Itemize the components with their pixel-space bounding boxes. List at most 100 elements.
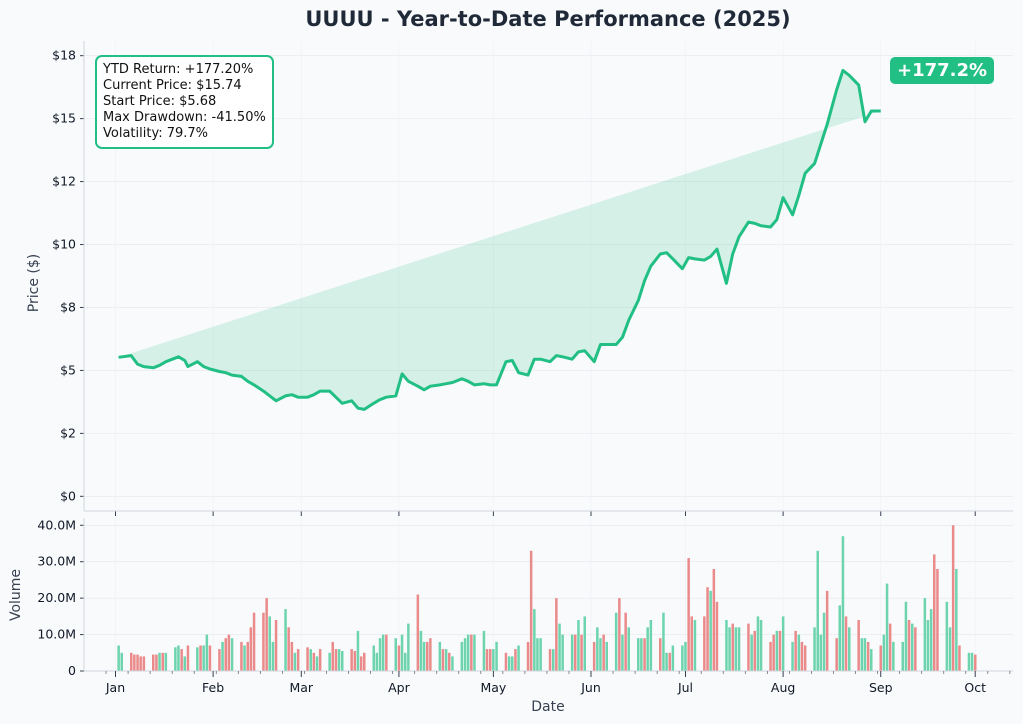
start-price: Start Price: $5.68 bbox=[103, 94, 217, 109]
volume-bar bbox=[470, 634, 473, 671]
volume-bar bbox=[230, 638, 234, 671]
volume-tick-label: 30.0M bbox=[37, 554, 76, 569]
volume-bar bbox=[511, 656, 514, 671]
volume-bar bbox=[287, 627, 290, 671]
volume-bar bbox=[668, 652, 671, 671]
return-badge: +177.2% bbox=[890, 57, 995, 84]
volume-bar bbox=[463, 638, 467, 671]
volume-bar bbox=[334, 649, 338, 671]
volume-bar bbox=[155, 654, 158, 671]
volume-bar bbox=[375, 652, 379, 671]
volume-bar bbox=[602, 634, 605, 671]
volume-bar bbox=[800, 641, 804, 671]
volume-bar bbox=[659, 638, 662, 671]
volume-bar bbox=[504, 652, 508, 671]
volume-bar bbox=[404, 652, 407, 671]
volume-bar bbox=[958, 645, 961, 671]
volume-bar bbox=[901, 641, 904, 671]
volume-bar bbox=[558, 623, 561, 671]
volume-bar bbox=[769, 641, 772, 671]
volume-bar bbox=[378, 638, 382, 671]
volume-bar bbox=[643, 638, 646, 671]
volume-bar bbox=[240, 641, 243, 671]
volume-bar bbox=[438, 641, 442, 671]
volume-bar bbox=[577, 620, 580, 671]
volume-bar bbox=[227, 634, 231, 671]
volume-bar bbox=[646, 627, 649, 671]
volume-bar bbox=[756, 616, 760, 671]
x-tick-label: Mar bbox=[289, 680, 313, 695]
x-tick-label: May bbox=[480, 680, 506, 695]
volume-bar bbox=[397, 645, 401, 671]
volume-bar bbox=[130, 652, 133, 671]
volume-bar bbox=[533, 609, 536, 671]
volume-bar bbox=[970, 652, 974, 671]
volume-bar bbox=[142, 656, 146, 671]
volume-bar bbox=[945, 601, 949, 671]
volume-bar bbox=[693, 620, 697, 671]
volume-bar bbox=[791, 641, 794, 671]
volume-bar bbox=[426, 641, 429, 671]
volume-bar bbox=[936, 569, 939, 671]
volume-bar bbox=[312, 652, 316, 671]
volume-bar bbox=[649, 620, 653, 671]
volume-bar bbox=[747, 623, 750, 671]
volume-bar bbox=[907, 620, 911, 671]
volume-bar bbox=[926, 620, 930, 671]
volume-bar bbox=[923, 598, 927, 671]
price-tick-label: $15 bbox=[52, 111, 76, 126]
price-series-line bbox=[118, 68, 881, 411]
price-axis-label: Price ($) bbox=[26, 254, 42, 312]
volume-bar bbox=[353, 651, 357, 671]
volume-bar bbox=[860, 638, 864, 671]
volume-bar bbox=[759, 620, 763, 671]
volume-bar bbox=[838, 605, 841, 671]
volatility: Volatility: 79.7% bbox=[103, 126, 209, 141]
price-tick-label: $2 bbox=[60, 425, 76, 440]
volume-bar bbox=[725, 620, 728, 671]
volume-bar bbox=[967, 652, 971, 671]
volume-bar bbox=[199, 645, 202, 671]
volume-bar bbox=[274, 620, 278, 671]
volume-bar bbox=[268, 616, 271, 671]
volume-bar bbox=[731, 623, 734, 671]
x-tick-label: Jan bbox=[105, 680, 125, 695]
volume-bar bbox=[243, 645, 246, 671]
volume-bar bbox=[400, 634, 404, 671]
price-tick-label: $8 bbox=[60, 299, 76, 314]
volume-bar bbox=[775, 630, 779, 671]
price-tick-label: $5 bbox=[60, 362, 76, 377]
volume-bar bbox=[495, 641, 498, 671]
chart-title: UUUU - Year-to-Date Performance (2025) bbox=[305, 7, 790, 31]
volume-bar bbox=[684, 641, 687, 671]
volume-bar bbox=[221, 641, 224, 671]
volume-bar bbox=[835, 638, 838, 671]
volume-bar bbox=[429, 638, 432, 671]
volume-bar bbox=[929, 609, 933, 671]
volume-bar bbox=[208, 645, 212, 671]
volume-bar bbox=[315, 656, 319, 671]
volume-bar bbox=[665, 652, 668, 671]
volume-bar bbox=[337, 649, 341, 671]
volume-bar bbox=[514, 649, 517, 671]
volume-bar bbox=[507, 656, 511, 671]
volume-bar bbox=[265, 598, 268, 671]
volume-bar bbox=[803, 645, 807, 671]
volume-bar bbox=[526, 641, 530, 671]
volume-bar bbox=[870, 649, 873, 671]
volume-bar bbox=[772, 634, 775, 671]
volume-bar bbox=[419, 630, 423, 671]
x-tick-label: Feb bbox=[202, 680, 224, 695]
volume-bar bbox=[359, 656, 363, 671]
price-tick-label: $10 bbox=[52, 237, 76, 252]
volume-tick-label: 10.0M bbox=[37, 627, 76, 642]
volume-bar bbox=[955, 569, 958, 671]
volume-bar bbox=[555, 598, 558, 671]
volume-bar bbox=[186, 645, 190, 671]
volume-bar bbox=[750, 634, 753, 671]
volume-bar bbox=[444, 649, 448, 671]
x-tick-label: Aug bbox=[771, 680, 795, 695]
volume-bar bbox=[825, 590, 829, 671]
volume-bar bbox=[284, 609, 287, 671]
volume-bar bbox=[614, 612, 618, 671]
